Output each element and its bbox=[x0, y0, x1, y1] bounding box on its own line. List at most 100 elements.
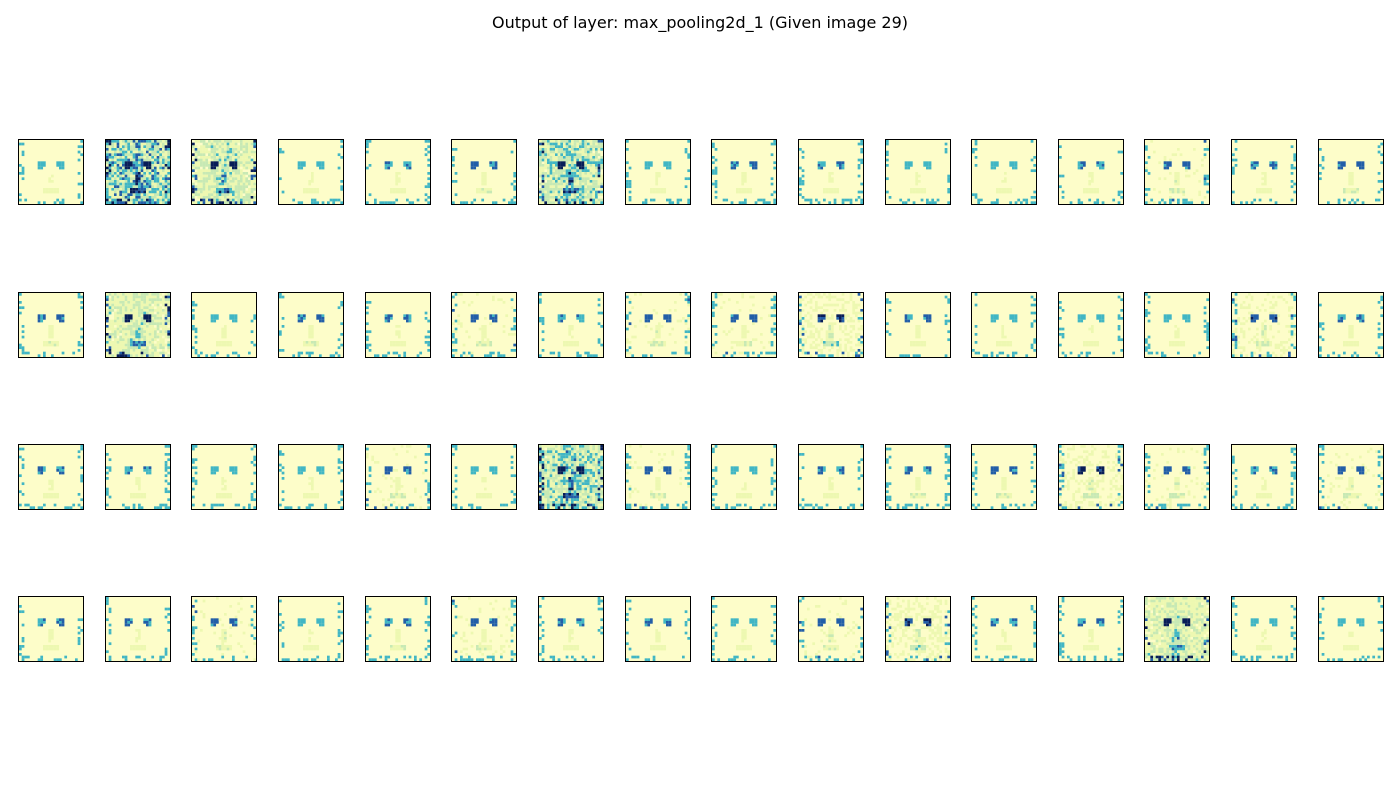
heatmap-cell bbox=[712, 156, 715, 159]
heatmap-cell bbox=[452, 180, 455, 183]
heatmap-cell bbox=[595, 172, 598, 175]
heatmap-cell bbox=[194, 174, 198, 178]
heatmap-cell bbox=[114, 330, 117, 334]
heatmap-cell bbox=[730, 161, 734, 165]
heatmap-cell bbox=[140, 161, 144, 165]
heatmap-cell bbox=[143, 193, 147, 197]
heatmap-cell bbox=[221, 180, 225, 183]
feature-map-heatmap bbox=[192, 301, 256, 357]
heatmap-cell bbox=[106, 169, 109, 173]
heatmap-cell bbox=[132, 503, 136, 507]
heatmap-cell bbox=[119, 325, 123, 328]
heatmap-cell bbox=[1361, 161, 1365, 165]
heatmap-cell bbox=[384, 354, 388, 357]
heatmap-cell bbox=[224, 140, 227, 143]
heatmap-cell bbox=[1293, 156, 1296, 159]
heatmap-cell bbox=[146, 193, 149, 197]
heatmap-cell bbox=[427, 335, 430, 339]
heatmap-cell bbox=[1001, 343, 1005, 347]
heatmap-cell bbox=[248, 153, 251, 157]
heatmap-cell bbox=[977, 198, 981, 202]
heatmap-cell bbox=[1059, 333, 1062, 336]
heatmap-cell bbox=[587, 182, 590, 186]
heatmap-cell bbox=[592, 145, 596, 149]
heatmap-cell bbox=[928, 319, 932, 323]
heatmap-cell bbox=[311, 335, 314, 339]
heatmap-cell bbox=[108, 327, 112, 331]
heatmap-cell bbox=[164, 198, 168, 202]
heatmap-cell bbox=[1004, 177, 1007, 181]
heatmap-cell bbox=[148, 306, 152, 310]
heatmap-cell bbox=[140, 193, 144, 197]
heatmap-cell bbox=[122, 309, 125, 312]
heatmap-cell bbox=[809, 314, 813, 318]
heatmap-cell bbox=[1033, 169, 1036, 173]
heatmap-cell bbox=[944, 142, 948, 146]
heatmap-cell bbox=[146, 333, 149, 336]
heatmap-cell bbox=[589, 174, 593, 178]
heatmap-cell bbox=[581, 172, 585, 175]
heatmap-cell bbox=[248, 198, 251, 202]
heatmap-cell bbox=[119, 306, 123, 310]
heatmap-cell bbox=[752, 295, 755, 299]
heatmap-cell bbox=[584, 201, 588, 204]
heatmap-cell bbox=[159, 142, 163, 146]
heatmap-cell bbox=[51, 341, 54, 344]
heatmap-cell bbox=[332, 201, 336, 204]
heatmap-cell bbox=[549, 188, 553, 191]
heatmap-cell bbox=[650, 198, 653, 202]
heatmap-cell bbox=[1120, 349, 1123, 352]
heatmap-cell bbox=[130, 354, 133, 357]
heatmap-cell bbox=[600, 198, 603, 202]
heatmap-cell bbox=[1377, 198, 1381, 202]
heatmap-cell bbox=[773, 306, 776, 310]
heatmap-cell bbox=[1206, 346, 1209, 350]
heatmap-cell bbox=[1248, 293, 1251, 296]
heatmap-cell bbox=[996, 164, 999, 167]
heatmap-cell bbox=[765, 201, 769, 204]
heatmap-cell bbox=[714, 293, 718, 296]
heatmap-cell bbox=[192, 301, 195, 304]
heatmap-cell bbox=[135, 164, 139, 167]
heatmap-cell bbox=[308, 482, 312, 486]
heatmap-cell bbox=[234, 190, 238, 194]
heatmap-cell bbox=[817, 317, 821, 320]
heatmap-cell bbox=[1017, 198, 1021, 202]
feature-map-panel bbox=[885, 292, 951, 358]
heatmap-cell bbox=[250, 164, 254, 167]
heatmap-cell bbox=[213, 156, 217, 159]
heatmap-cell bbox=[124, 311, 128, 315]
heatmap-cell bbox=[1147, 201, 1151, 204]
heatmap-cell bbox=[154, 156, 157, 159]
heatmap-cell bbox=[801, 174, 805, 178]
heatmap-cell bbox=[828, 177, 832, 181]
heatmap-cell bbox=[111, 169, 115, 173]
heatmap-cell bbox=[549, 190, 553, 194]
heatmap-cell bbox=[557, 190, 561, 194]
heatmap-cell bbox=[167, 182, 170, 186]
heatmap-cell bbox=[119, 193, 123, 197]
heatmap-cell bbox=[714, 303, 718, 307]
heatmap-cell bbox=[156, 169, 160, 173]
heatmap-cell bbox=[587, 145, 590, 149]
heatmap-cell bbox=[576, 196, 580, 199]
heatmap-cell bbox=[135, 333, 139, 336]
heatmap-cell bbox=[1266, 343, 1270, 347]
heatmap-cell bbox=[860, 341, 863, 344]
heatmap-cell bbox=[644, 164, 648, 167]
heatmap-cell bbox=[1234, 298, 1238, 302]
heatmap-cell bbox=[565, 177, 569, 181]
heatmap-cell bbox=[552, 180, 556, 183]
heatmap-cell bbox=[595, 185, 598, 189]
heatmap-cell bbox=[156, 198, 160, 202]
heatmap-cell bbox=[595, 196, 598, 199]
heatmap-cell bbox=[571, 166, 574, 170]
heatmap-cell bbox=[148, 298, 152, 302]
heatmap-cell bbox=[1117, 317, 1121, 320]
heatmap-cell bbox=[547, 158, 550, 162]
heatmap-cell bbox=[300, 466, 304, 470]
heatmap-cell bbox=[400, 188, 404, 191]
heatmap-cell bbox=[592, 180, 596, 183]
heatmap-cell bbox=[568, 193, 572, 197]
heatmap-cell bbox=[1356, 341, 1360, 344]
